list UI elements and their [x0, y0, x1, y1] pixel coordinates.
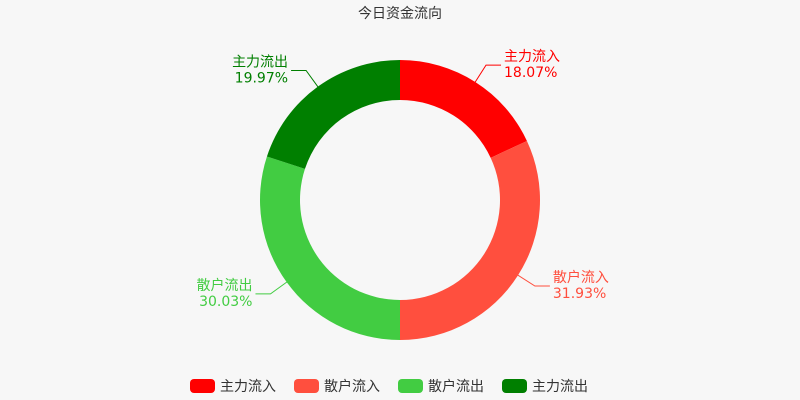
- slice-label: 散户流入: [553, 269, 609, 286]
- leader-line: [291, 69, 320, 89]
- slice-label: 散户流出: [196, 277, 252, 294]
- leader-line: [473, 64, 502, 84]
- legend-label: 主力流入: [220, 379, 276, 395]
- chart-title: 今日资金流向: [358, 6, 442, 22]
- leader-line: [516, 273, 550, 287]
- slice-value-label: 31.93%: [553, 286, 606, 302]
- legend-label: 散户流出: [428, 378, 484, 395]
- legend-swatch: [294, 379, 319, 393]
- legend-swatch: [398, 379, 423, 393]
- slice-value-label: 19.97%: [235, 70, 288, 86]
- slice: [266, 60, 400, 169]
- legend-label: 主力流出: [532, 379, 588, 395]
- slice-label: 主力流入: [504, 49, 560, 65]
- slice-label: 主力流出: [232, 54, 288, 70]
- legend-swatch: [502, 379, 527, 393]
- legend-label: 散户流入: [324, 378, 380, 395]
- slice: [400, 140, 540, 340]
- leader-line: [255, 280, 289, 295]
- legend-swatch: [190, 379, 215, 393]
- slice-value-label: 18.07%: [504, 65, 557, 81]
- slice-value-label: 30.03%: [199, 294, 252, 310]
- slice: [259, 156, 400, 340]
- slice: [400, 60, 527, 158]
